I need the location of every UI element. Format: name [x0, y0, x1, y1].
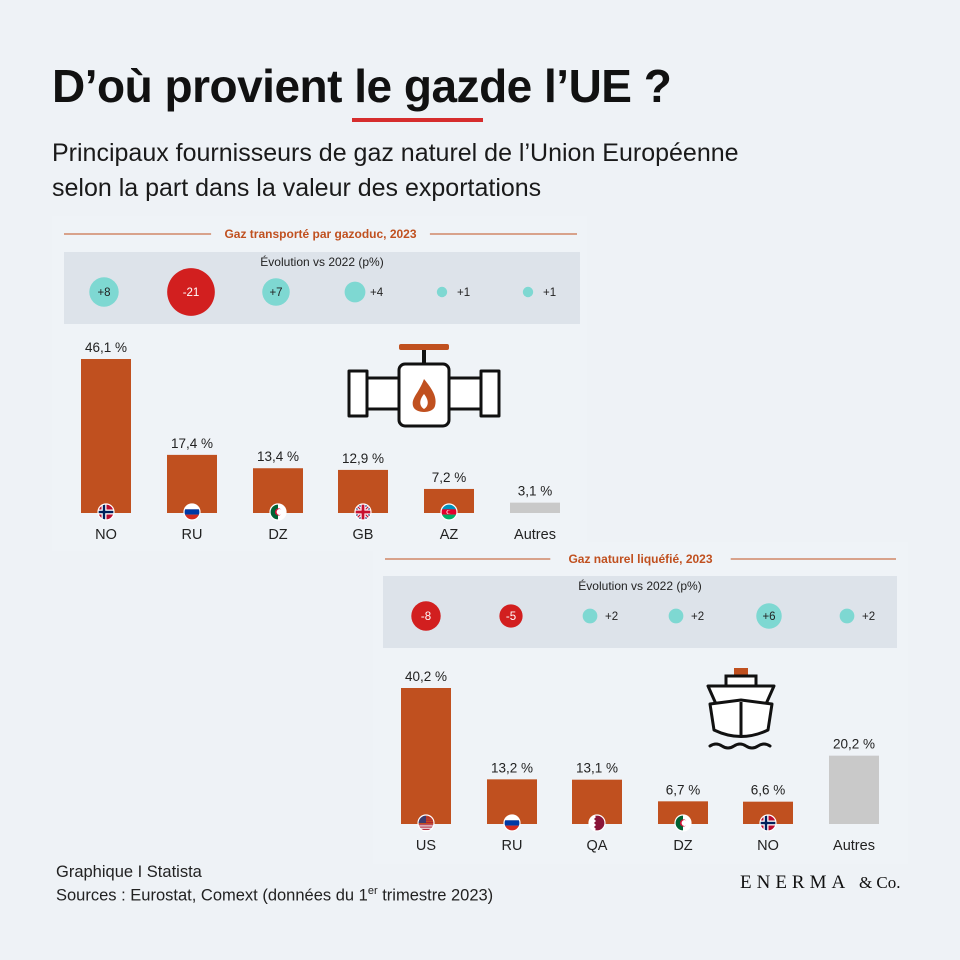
evolution-value: -21 [183, 287, 200, 299]
evolution-bubble [262, 278, 290, 306]
evolution-value: +2 [862, 611, 875, 623]
subtitle-line-1: Principaux fournisseurs de gaz naturel d… [52, 139, 739, 167]
flag-ru-icon [183, 503, 201, 521]
value-label: 13,1 % [576, 761, 618, 776]
evolution-label: Évolution vs 2022 (p%) [260, 254, 383, 269]
flag-gb-icon [354, 503, 372, 521]
section-title-mask [550, 551, 731, 567]
flag-qa-icon [588, 814, 606, 832]
section-title-mask [211, 226, 430, 242]
bar-dz [658, 801, 708, 824]
section-title: Gaz transporté par gazoduc, 2023 [224, 227, 416, 241]
flag-no-icon [97, 503, 115, 521]
sources-text-end: trimestre 2023) [377, 886, 494, 905]
evolution-bubble [436, 286, 448, 298]
title-highlight: le gaz [352, 56, 483, 122]
sources-superscript: er [367, 885, 378, 897]
category-label: RU [182, 527, 203, 543]
sources-text: Sources : Eurostat, Comext (données du 1 [56, 886, 368, 905]
value-label: 13,2 % [491, 760, 533, 775]
value-label: 3,1 % [518, 484, 553, 499]
evolution-bubble [499, 604, 523, 628]
title-part-2: de l’UE ? [479, 60, 672, 112]
evolution-value: +7 [269, 287, 282, 299]
evolution-value: +2 [691, 611, 704, 623]
category-label: US [416, 838, 436, 854]
pipeline-fire-icon [347, 344, 501, 428]
bar-no [81, 359, 131, 513]
lng-chart-panel: Gaz naturel liquéfié, 2023 Évolution vs 2… [373, 542, 908, 864]
pipeline-chart-panel: Gaz transporté par gazoduc, 2023 Évolutio… [52, 216, 587, 551]
evolution-value: +4 [370, 287, 384, 299]
evolution-bubble [839, 608, 855, 624]
flag-az-icon [440, 503, 458, 521]
bar-autres [829, 755, 879, 824]
value-label: 20,2 % [833, 737, 875, 752]
category-label: NO [757, 838, 779, 854]
brand-logo: ENERMA & Co. [740, 872, 901, 894]
bar-us [401, 688, 451, 824]
lng-gas-chart: Gaz naturel liquéfié, 2023 Évolution vs 2… [383, 551, 897, 854]
evolution-bubble [582, 608, 598, 624]
category-label: Autres [514, 527, 556, 543]
title-part-1: D’où provient [52, 60, 355, 112]
evolution-band [64, 252, 580, 324]
evolution-value: +6 [762, 611, 775, 623]
brand-name: ENERMA [740, 872, 850, 893]
evolution-bubble [344, 281, 366, 303]
evolution-bubble [668, 608, 684, 624]
value-label: 13,4 % [257, 449, 299, 464]
flag-no-icon [759, 814, 777, 832]
flag-dz-icon [674, 814, 692, 832]
category-label: Autres [833, 838, 875, 854]
value-label: 40,2 % [405, 669, 447, 684]
value-label: 17,4 % [171, 436, 213, 451]
evolution-bubble [89, 277, 119, 307]
category-label: DZ [673, 838, 692, 854]
category-label: DZ [268, 527, 287, 543]
bar-autres [510, 502, 560, 513]
evolution-value: +2 [605, 611, 618, 623]
pipeline-gas-chart: Gaz transporté par gazoduc, 2023 Évolutio… [64, 226, 580, 543]
evolution-value: +1 [457, 287, 470, 299]
value-label: 46,1 % [85, 340, 127, 355]
evolution-value: +8 [97, 287, 110, 299]
value-label: 7,2 % [432, 470, 467, 485]
flag-dz-icon [269, 503, 287, 521]
evolution-band [383, 576, 897, 648]
footer-sources: Sources : Eurostat, Comext (données du 1… [56, 885, 493, 906]
category-label: NO [95, 527, 117, 543]
flag-ru-icon [503, 814, 521, 832]
page-subtitle: Principaux fournisseurs de gaz naturel d… [52, 136, 739, 206]
bar-ru [167, 454, 217, 513]
value-label: 6,6 % [751, 783, 786, 798]
evolution-label: Évolution vs 2022 (p%) [578, 578, 701, 593]
category-label: RU [502, 838, 523, 854]
value-label: 12,9 % [342, 451, 384, 466]
brand-suffix: & Co. [858, 873, 901, 892]
evolution-bubble [411, 601, 441, 631]
category-label: GB [353, 527, 374, 543]
value-label: 6,7 % [666, 782, 701, 797]
evolution-value: -5 [506, 611, 516, 623]
flag-us-icon [417, 814, 435, 832]
footer-credit: Graphique I Statista [56, 863, 202, 881]
lng-ship-icon [706, 668, 776, 750]
evolution-bubble [167, 268, 215, 316]
evolution-bubble [756, 603, 782, 629]
category-label: AZ [440, 527, 459, 543]
evolution-bubble [522, 286, 534, 298]
subtitle-line-2: selon la part dans la valeur des exporta… [52, 174, 542, 202]
section-title: Gaz naturel liquéfié, 2023 [568, 552, 712, 566]
bar-no [743, 801, 793, 824]
category-label: QA [587, 838, 608, 854]
page-title: D’où provient le gaz de l’UE ? [52, 56, 672, 122]
evolution-value: +1 [543, 287, 556, 299]
evolution-value: -8 [421, 611, 431, 623]
